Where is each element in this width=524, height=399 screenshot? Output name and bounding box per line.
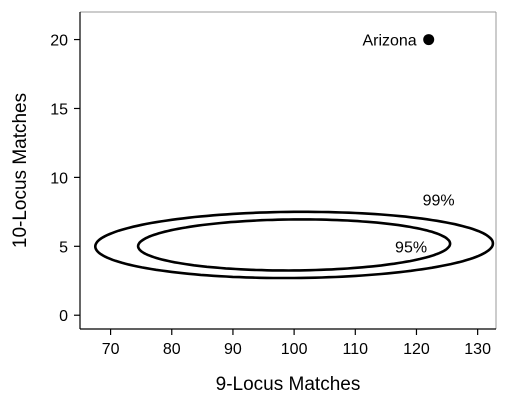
y-axis-title: 10-Locus Matches	[10, 93, 31, 248]
y-tick-label: 15	[50, 101, 68, 118]
x-tick-label: 100	[281, 341, 308, 358]
x-tick-label: 110	[343, 341, 369, 358]
contour-label: 99%	[423, 192, 455, 209]
x-tick-label: 130	[464, 341, 491, 358]
x-tick-label: 90	[224, 341, 242, 358]
y-tick-label: 10	[50, 170, 68, 187]
data-points: Arizona	[362, 33, 435, 50]
contour-99-percent	[93, 210, 495, 280]
contour-label: 95%	[395, 239, 427, 256]
confidence-contours: 99% 95%	[93, 192, 495, 280]
point-label: Arizona	[362, 33, 416, 50]
x-tick-label: 80	[163, 341, 181, 358]
contour-95-percent	[136, 218, 452, 272]
x-axis-ticks: 70 80 90 100 110 120 130	[102, 329, 491, 358]
plot-frame	[79, 11, 497, 330]
x-tick-label: 70	[102, 341, 120, 358]
x-axis-title: 9-Locus Matches	[216, 374, 361, 395]
y-tick-label: 0	[59, 308, 68, 325]
point-marker	[423, 34, 435, 46]
y-axis-ticks: 0 5 10 15 20	[50, 33, 80, 325]
y-tick-label: 20	[50, 33, 68, 50]
y-tick-label: 5	[59, 239, 68, 256]
x-tick-label: 120	[403, 341, 430, 358]
